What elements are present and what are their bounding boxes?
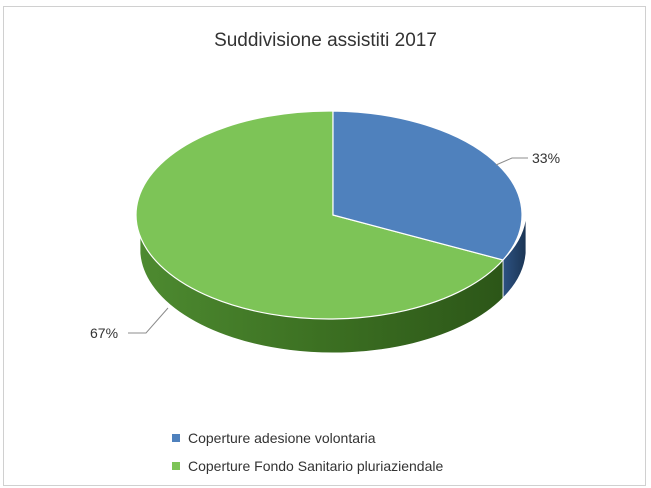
legend: Coperture adesione volontaria Coperture … <box>172 424 443 480</box>
legend-item-2: Coperture Fondo Sanitario pluriaziendale <box>172 452 443 480</box>
pie-slice-2 <box>135 110 505 320</box>
legend-swatch-2 <box>172 462 180 470</box>
legend-label-1: Coperture adesione volontaria <box>188 430 376 446</box>
leader-line-1 <box>495 157 528 166</box>
legend-label-2: Coperture Fondo Sanitario pluriaziendale <box>188 458 444 474</box>
data-label-2: 67% <box>90 325 118 341</box>
leader-line-2 <box>128 307 169 334</box>
pie-slice-1 <box>332 110 523 261</box>
legend-item-1: Coperture adesione volontaria <box>172 424 443 452</box>
legend-swatch-1 <box>172 434 180 442</box>
data-label-1: 33% <box>532 150 560 166</box>
chart-title: Suddivisione assistiti 2017 <box>214 30 437 51</box>
